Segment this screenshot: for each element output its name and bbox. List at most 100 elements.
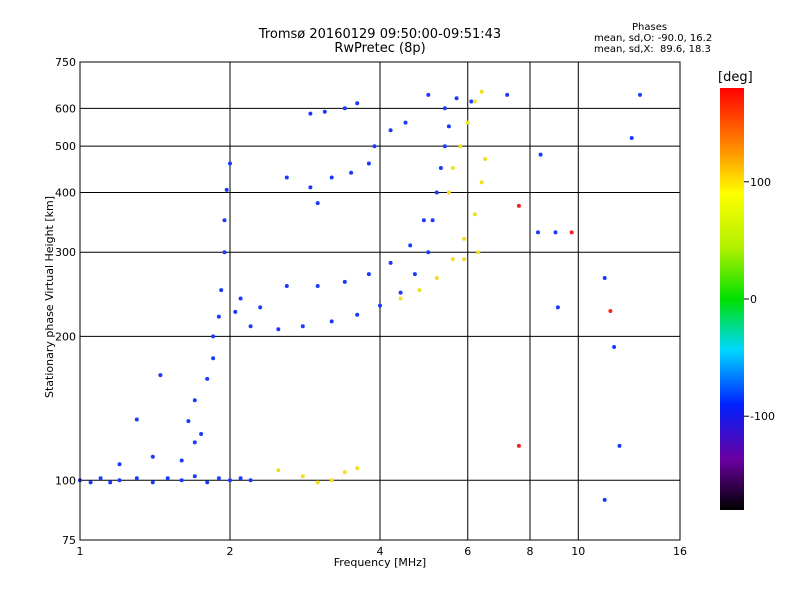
echo-point <box>315 284 320 288</box>
echo-point <box>248 324 253 329</box>
echo-point <box>450 257 455 262</box>
echo-point <box>216 476 221 481</box>
echo-point <box>426 92 431 97</box>
y-tick-label: 100 <box>55 474 76 487</box>
phase-stats-x: mean, sd,X: 89.6, 18.3 <box>594 44 711 55</box>
x-tick-label: 6 <box>464 545 471 558</box>
echo-point <box>150 454 155 459</box>
x-axis-label: Frequency [MHz] <box>333 556 427 569</box>
echo-point <box>134 417 139 422</box>
echo-point <box>602 497 607 502</box>
echo-point <box>469 99 474 104</box>
colorbar <box>720 88 744 510</box>
echo-point <box>211 356 216 361</box>
echo-point <box>192 398 197 403</box>
chart-title: Tromsø 20160129 09:50:00-09:51:43 <box>258 27 502 42</box>
echo-point <box>458 144 463 149</box>
echo-point <box>442 144 447 149</box>
echo-point <box>446 190 451 195</box>
echo-point <box>372 144 377 149</box>
echo-point <box>233 309 238 314</box>
echo-point <box>224 187 229 192</box>
echo-point <box>342 106 347 111</box>
echo-point <box>192 440 197 445</box>
echo-point <box>465 120 470 125</box>
echo-point <box>602 276 607 280</box>
echo-point <box>472 99 477 104</box>
echo-point <box>222 218 227 223</box>
echo-point <box>349 170 354 175</box>
echo-point <box>150 480 155 485</box>
echo-point <box>366 161 371 166</box>
echo-point <box>434 190 439 195</box>
echo-point <box>308 111 313 116</box>
echo-point <box>366 272 371 277</box>
echo-point <box>398 296 403 301</box>
echo-point <box>186 419 191 424</box>
echo-point <box>205 480 210 485</box>
echo-point <box>479 180 484 185</box>
colorbar-tick-label: -100 <box>750 410 775 423</box>
x-tick-label: 16 <box>673 545 687 558</box>
echo-point <box>450 166 455 170</box>
echo-point <box>446 124 451 129</box>
echo-point <box>479 89 484 94</box>
echo-point <box>108 480 113 485</box>
echo-point <box>516 203 521 208</box>
echo-point <box>322 109 327 114</box>
y-tick-label: 750 <box>55 56 76 69</box>
echo-point <box>612 345 617 349</box>
echo-point <box>472 212 477 217</box>
echo-point <box>483 157 488 161</box>
echo-point <box>228 161 232 166</box>
echo-point <box>88 480 93 485</box>
echo-point <box>134 476 139 481</box>
x-tick-label: 4 <box>377 545 384 558</box>
echo-point <box>421 218 426 223</box>
echo-point <box>342 279 347 284</box>
echo-point <box>329 478 334 483</box>
plot-frame <box>79 61 681 541</box>
colorbar-tick-label: 100 <box>750 176 771 189</box>
echo-point <box>608 309 613 313</box>
echo-point <box>408 243 413 248</box>
y-tick-label: 600 <box>55 102 76 115</box>
echo-point <box>555 305 560 310</box>
echo-point <box>238 476 243 481</box>
echo-point <box>434 276 439 280</box>
echo-point <box>329 175 334 180</box>
echo-point <box>98 476 103 481</box>
phase-stats-title: Phases <box>632 22 668 33</box>
echo-point <box>536 230 540 235</box>
echo-point <box>165 476 170 481</box>
echo-point <box>308 185 313 190</box>
echo-point <box>516 443 521 448</box>
echo-point <box>403 120 408 125</box>
echo-point <box>430 218 435 223</box>
echo-point <box>211 334 216 339</box>
echo-point <box>179 458 184 463</box>
echo-point <box>205 376 210 381</box>
echo-point <box>315 480 320 485</box>
echo-point <box>300 324 305 329</box>
echo-point <box>219 288 224 293</box>
echo-point <box>617 443 622 448</box>
echo-point <box>438 166 443 170</box>
echo-point <box>258 305 263 310</box>
y-tick-label: 200 <box>55 330 76 343</box>
echo-point <box>355 312 360 317</box>
echo-point <box>638 92 642 97</box>
echo-point <box>284 175 289 180</box>
y-tick-label: 75 <box>62 534 76 547</box>
echo-point <box>426 250 431 255</box>
y-tick-label: 500 <box>55 140 76 153</box>
echo-point <box>300 474 305 479</box>
echo-point <box>216 314 221 319</box>
echo-point <box>117 462 122 467</box>
x-tick-label: 10 <box>571 545 585 558</box>
echo-point <box>117 478 122 483</box>
echo-point <box>454 96 459 101</box>
x-tick-label: 8 <box>527 545 534 558</box>
echo-point <box>417 288 422 293</box>
echo-point <box>553 230 558 235</box>
